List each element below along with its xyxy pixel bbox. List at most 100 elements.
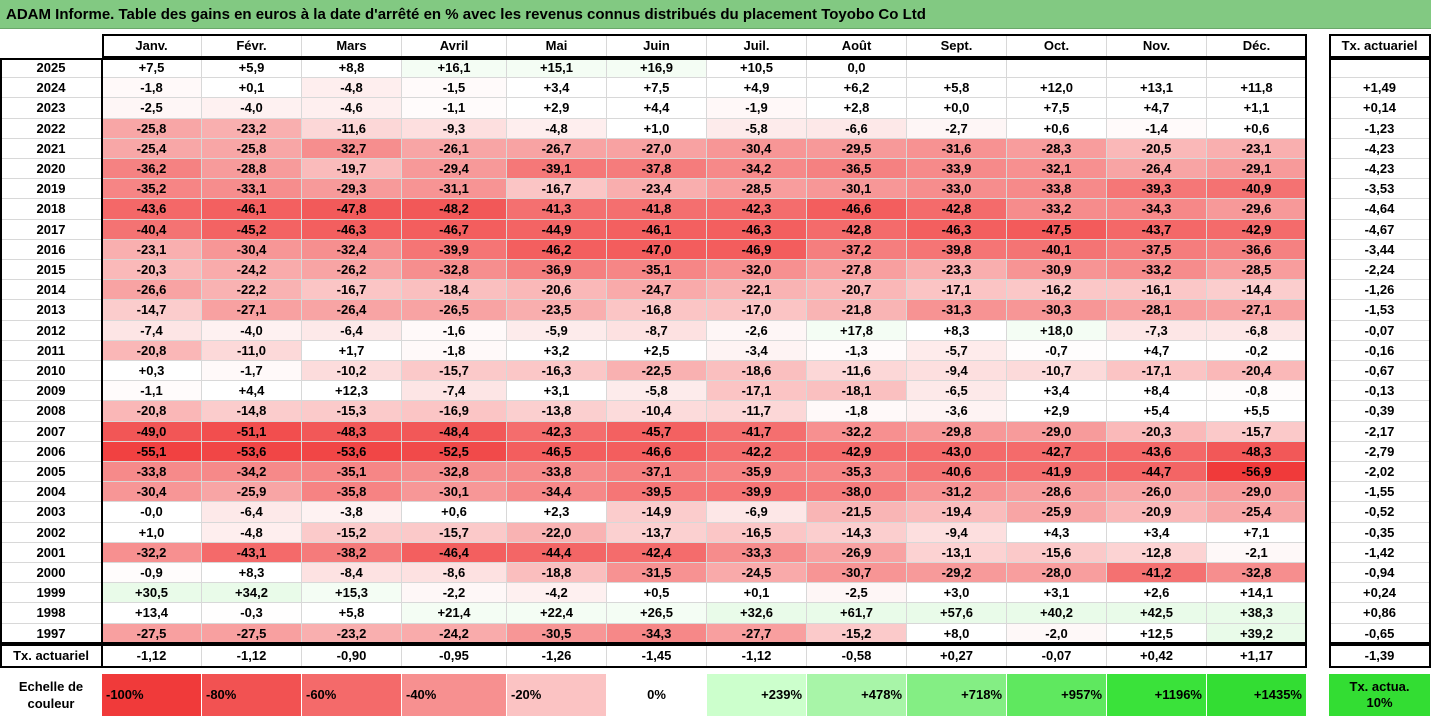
footer-cell: -0,58 (807, 643, 907, 668)
table-cell: +18,0 (1007, 320, 1107, 341)
table-cell: +2,6 (1107, 583, 1207, 604)
table-cell: -18,1 (807, 381, 907, 402)
legend-swatch: -60% (302, 673, 402, 716)
table-cell: -0,0 (102, 502, 202, 523)
table-cell: -18,4 (402, 280, 507, 301)
table-cell: +12,5 (1107, 623, 1207, 644)
table-cell: +26,5 (607, 603, 707, 624)
month-header-11: Déc. (1207, 34, 1307, 58)
table-cell: -34,2 (707, 159, 807, 180)
year-label: 2014 (0, 280, 102, 301)
table-cell: -36,9 (507, 260, 607, 281)
table-cell: -17,0 (707, 300, 807, 321)
table-cell: -24,7 (607, 280, 707, 301)
legend-swatch: +718% (907, 673, 1007, 716)
table-cell: -17,1 (907, 280, 1007, 301)
table-cell: -33,2 (1007, 199, 1107, 220)
table-cell: +34,2 (202, 583, 302, 604)
table-cell: -10,2 (302, 361, 402, 382)
year-label: 2000 (0, 563, 102, 584)
table-cell: -23,2 (302, 623, 402, 644)
table-cell: -26,0 (1107, 482, 1207, 503)
table-cell: +3,2 (507, 340, 607, 361)
table-cell: -16,1 (1107, 280, 1207, 301)
table-cell: -7,3 (1107, 320, 1207, 341)
table-cell: -4,8 (507, 118, 607, 139)
table-cell: +4,4 (607, 98, 707, 119)
table-cell: -46,1 (607, 219, 707, 240)
rate-cell: -0,13 (1329, 381, 1431, 402)
table-cell: +2,5 (607, 340, 707, 361)
table-cell: -27,5 (102, 623, 202, 644)
table-cell: -1,6 (402, 320, 507, 341)
table-cell: +16,1 (402, 58, 507, 79)
table-cell: -2,5 (102, 98, 202, 119)
table-cell: -2,0 (1007, 623, 1107, 644)
year-label: 2025 (0, 58, 102, 79)
table-cell: -33,8 (1007, 179, 1107, 200)
month-header-5: Juin (607, 34, 707, 58)
table-cell: +5,4 (1107, 401, 1207, 422)
rate-cell: -1,53 (1329, 300, 1431, 321)
table-cell: -32,8 (1207, 563, 1307, 584)
legend-label: Echelle de couleur (18, 678, 84, 711)
table-cell: -0,2 (1207, 340, 1307, 361)
table-cell: -1,8 (807, 401, 907, 422)
table-cell: +38,3 (1207, 603, 1307, 624)
rate-cell: +0,86 (1329, 603, 1431, 624)
table-cell: +13,1 (1107, 78, 1207, 99)
table-cell: -6,9 (707, 502, 807, 523)
rate-cell: -0,67 (1329, 361, 1431, 382)
table-cell: -46,9 (707, 239, 807, 260)
table-cell: 0,0 (807, 58, 907, 79)
month-header-8: Sept. (907, 34, 1007, 58)
table-cell: -6,4 (302, 320, 402, 341)
table-cell: -52,5 (402, 441, 507, 462)
table-cell (1207, 58, 1307, 79)
year-label: 2024 (0, 78, 102, 99)
table-cell: -38,0 (807, 482, 907, 503)
table-cell: -37,1 (607, 462, 707, 483)
table-cell: -42,3 (507, 421, 607, 442)
year-label: 1998 (0, 603, 102, 624)
table-cell: -39,3 (1107, 179, 1207, 200)
table-cell: +8,4 (1107, 381, 1207, 402)
table-cell: +0,1 (707, 583, 807, 604)
table-cell: +0,6 (402, 502, 507, 523)
table-cell: -29,1 (1207, 159, 1307, 180)
rate-cell: -4,23 (1329, 138, 1431, 159)
table-cell: +8,0 (907, 623, 1007, 644)
legend-swatch: -40% (402, 673, 507, 716)
table-cell: +15,1 (507, 58, 607, 79)
table-cell: -16,3 (507, 361, 607, 382)
table-cell: -26,4 (1107, 159, 1207, 180)
month-header-9: Oct. (1007, 34, 1107, 58)
table-cell: -25,9 (1007, 502, 1107, 523)
year-label: 2019 (0, 179, 102, 200)
month-header-2: Mars (302, 34, 402, 58)
legend-swatch: -20% (507, 673, 607, 716)
table-cell: -18,6 (707, 361, 807, 382)
table-cell (1107, 58, 1207, 79)
table-cell: -35,3 (807, 462, 907, 483)
table-cell: -30,1 (807, 179, 907, 200)
table-cell: -3,8 (302, 502, 402, 523)
table-cell: -35,1 (302, 462, 402, 483)
year-label: 1997 (0, 624, 102, 644)
table-cell: -35,1 (607, 260, 707, 281)
year-label: 2006 (0, 442, 102, 462)
table-cell: +1,7 (302, 340, 402, 361)
table-cell: -30,4 (202, 239, 302, 260)
month-header-4: Mai (507, 34, 607, 58)
table-cell: +4,4 (202, 381, 302, 402)
legend-swatch: +1196% (1107, 673, 1207, 716)
table-cell: +1,1 (1207, 98, 1307, 119)
table-cell: +3,0 (907, 583, 1007, 604)
footer-cell: -1,45 (607, 643, 707, 668)
footer-rate-cell: -1,39 (1329, 643, 1431, 668)
table-cell: +2,3 (507, 502, 607, 523)
table-cell: +3,1 (1007, 583, 1107, 604)
table-cell: -29,0 (1207, 482, 1307, 503)
table-cell: -16,5 (707, 522, 807, 543)
table-cell: +0,0 (907, 98, 1007, 119)
